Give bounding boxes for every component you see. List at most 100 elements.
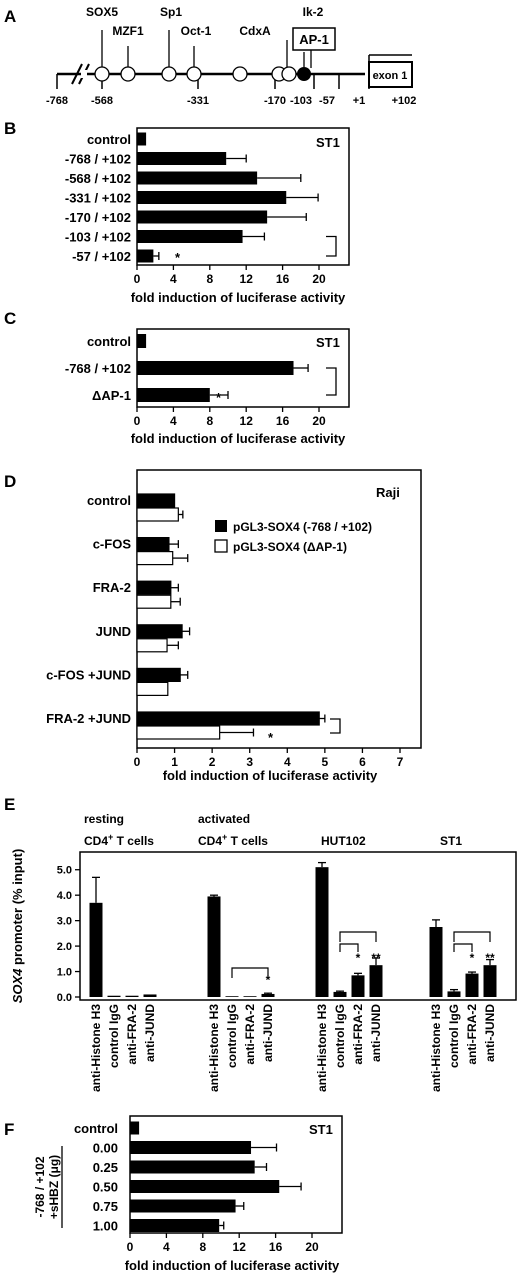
- exon1-label: exon 1: [373, 70, 408, 82]
- panel-a: A: [4, 5, 416, 107]
- group-header-line2: CD4+ T cells: [198, 832, 268, 848]
- x-tick-label: 20: [312, 272, 326, 286]
- significance-star: **: [371, 951, 381, 965]
- bar: [207, 896, 221, 997]
- category-label: -568 / +102: [65, 171, 131, 186]
- panel-e: E SOX4 promoter (% input) resting CD4+ T…: [4, 795, 517, 1092]
- panel-e-letter: E: [4, 795, 15, 814]
- x-tick-label: 6: [359, 755, 366, 769]
- bar-category-label: control IgG: [447, 1004, 461, 1068]
- significance-bracket: [339, 943, 359, 952]
- category-label: -768 / +102: [65, 361, 131, 376]
- category-label: c-FOS: [93, 537, 132, 552]
- panel-f-cell: ST1: [309, 1122, 333, 1137]
- site-b: [232, 66, 248, 82]
- x-tick-label: 4: [170, 414, 177, 428]
- factor-label: Sp1: [160, 5, 182, 19]
- bar: [130, 1199, 236, 1213]
- panel-f-side-label: -768 / +102: [33, 1156, 47, 1217]
- bar: [136, 638, 168, 653]
- ap1-box: [292, 27, 336, 51]
- ap1-label: AP-1: [299, 32, 329, 47]
- x-tick-label: 20: [312, 414, 326, 428]
- bar: [136, 507, 179, 522]
- position-label: -768: [46, 95, 68, 107]
- bar: [137, 132, 147, 146]
- bar: [89, 902, 103, 997]
- x-tick-label: 8: [206, 272, 213, 286]
- position-label: -57: [319, 95, 335, 107]
- y-tick-label: 1.0: [57, 967, 72, 979]
- bar: [136, 536, 170, 552]
- bar: [136, 725, 221, 740]
- category-label: FRA-2 +JUND: [46, 711, 131, 726]
- bar-category-label: anti-Histone H3: [315, 1004, 329, 1092]
- group-header-line1: resting: [84, 812, 124, 826]
- panel-d-frame: [136, 469, 422, 749]
- site-ik2: [281, 66, 297, 82]
- site-oct1: [186, 66, 202, 82]
- x-tick-label: 0: [127, 1240, 134, 1254]
- group-header-line1: activated: [198, 812, 250, 826]
- panel-d-cell: Raji: [376, 485, 400, 500]
- significance-star: *: [356, 951, 361, 965]
- panel-d-letter: D: [4, 472, 16, 491]
- factor-label: Oct-1: [181, 24, 212, 38]
- position-label: -568: [91, 95, 113, 107]
- bar-category-label: anti-JUND: [369, 1004, 383, 1062]
- x-tick-label: 12: [233, 1240, 247, 1254]
- panel-f: F ST1 -768 / +102 +sHBZ (μg) control 0.00…: [4, 1115, 343, 1273]
- category-label: -768 / +102: [65, 152, 131, 167]
- panel-c-cell: ST1: [316, 335, 340, 350]
- category-label: 0.75: [93, 1199, 118, 1214]
- significance-bracket: [326, 235, 337, 257]
- panel-c-letter: C: [4, 309, 16, 328]
- panel-b-star: *: [175, 250, 181, 265]
- y-tick-label: 3.0: [57, 916, 72, 928]
- bar: [137, 334, 147, 348]
- panel-d: D Raji pGL3-SOX4 (-768 / +102) pGL3-SOX4…: [4, 469, 422, 783]
- position-label: +102: [392, 95, 417, 107]
- legend-label: pGL3-SOX4 (ΔAP-1): [233, 540, 347, 554]
- bar: [136, 550, 174, 566]
- panel-b: B ST1 control -768 / +102 -568 / +102 -331 …: [4, 119, 350, 305]
- bar: [125, 995, 139, 997]
- group-header-line2: HUT102: [321, 834, 366, 848]
- bar: [136, 667, 181, 683]
- bar: [143, 994, 157, 997]
- panel-f-letter: F: [4, 1120, 14, 1139]
- x-tick-label: 4: [284, 755, 291, 769]
- bar: [137, 230, 243, 243]
- bar: [130, 1141, 252, 1154]
- significance-bracket: [326, 367, 337, 396]
- x-tick-label: 16: [269, 1240, 283, 1254]
- bar-category-label: anti-FRA-2: [465, 1004, 479, 1065]
- x-tick-label: 0: [134, 414, 141, 428]
- bar-category-label: anti-FRA-2: [125, 1004, 139, 1065]
- legend-swatch-filled: [215, 520, 227, 532]
- significance-bracket: [453, 931, 491, 942]
- panel-b-letter: B: [4, 119, 16, 138]
- bar: [137, 388, 210, 402]
- bar-category-label: anti-Histone H3: [89, 1004, 103, 1092]
- category-label: control: [87, 334, 131, 349]
- bar: [137, 361, 294, 375]
- bar: [136, 624, 183, 639]
- bar-category-label: control IgG: [225, 1004, 239, 1068]
- bar-category-label: anti-FRA-2: [351, 1004, 365, 1065]
- bar: [136, 711, 320, 726]
- position-label: +1: [353, 95, 366, 107]
- category-label: control: [87, 493, 131, 508]
- exon1-box: [368, 61, 413, 88]
- bar: [483, 965, 497, 997]
- bar: [137, 171, 258, 185]
- bar-category-label: anti-JUND: [143, 1004, 157, 1062]
- bar: [137, 152, 227, 165]
- category-label: 0.00: [93, 1141, 118, 1156]
- bar: [130, 1180, 280, 1193]
- category-label: JUND: [96, 624, 131, 639]
- y-tick-label: 0.0: [57, 992, 72, 1004]
- x-tick-label: 16: [276, 414, 290, 428]
- x-tick-label: 3: [246, 755, 253, 769]
- bar-category-label: control IgG: [333, 1004, 347, 1068]
